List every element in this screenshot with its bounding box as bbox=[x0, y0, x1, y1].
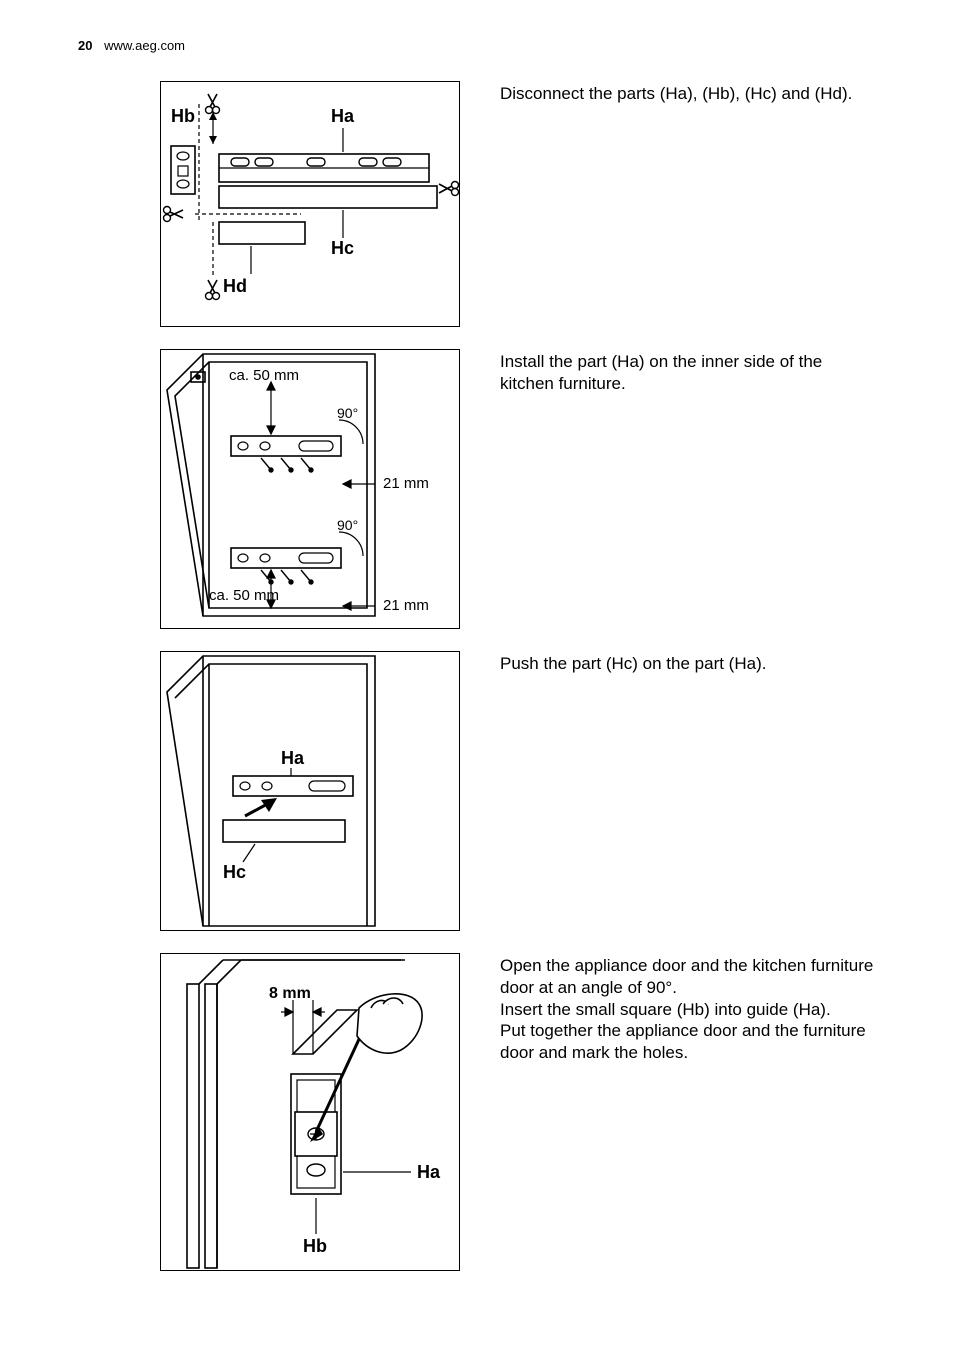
fig4-Hb: Hb bbox=[303, 1236, 327, 1256]
step-1: Hb Ha Hc Hd Disconnect the parts (Ha), (… bbox=[78, 81, 876, 327]
fig2-a90a: 90° bbox=[337, 405, 358, 421]
fig1-label-Hc: Hc bbox=[331, 238, 354, 258]
fig1-label-Hb: Hb bbox=[171, 106, 195, 126]
fig1-label-Ha: Ha bbox=[331, 106, 355, 126]
fig2-d50a: ca. 50 mm bbox=[229, 367, 299, 384]
fig4-d8: 8 mm bbox=[269, 985, 311, 1002]
step-3: Ha Hc Push the part (Hc) on the part (Ha… bbox=[78, 651, 876, 931]
fig2-d50b: ca. 50 mm bbox=[209, 587, 279, 604]
page-header: 20 www.aeg.com bbox=[78, 38, 876, 53]
fig2-d21b: 21 mm bbox=[383, 597, 429, 614]
fig4-Ha: Ha bbox=[417, 1162, 441, 1182]
step-4-text: Open the appliance door and the kitchen … bbox=[460, 953, 876, 1064]
figure-1: Hb Ha Hc Hd bbox=[160, 81, 460, 327]
fig3-Ha: Ha bbox=[281, 748, 305, 768]
step-2: ca. 50 mm 90° 21 mm 90° ca. 50 mm 21 mm … bbox=[78, 349, 876, 629]
header-url: www.aeg.com bbox=[104, 38, 185, 53]
figure-4: 8 mm Ha Hb bbox=[160, 953, 460, 1271]
page-number: 20 bbox=[78, 38, 92, 53]
step-2-text: Install the part (Ha) on the inner side … bbox=[460, 349, 876, 395]
fig2-d21a: 21 mm bbox=[383, 475, 429, 492]
figure-3: Ha Hc bbox=[160, 651, 460, 931]
step-1-text: Disconnect the parts (Ha), (Hb), (Hc) an… bbox=[460, 81, 876, 105]
fig2-a90b: 90° bbox=[337, 517, 358, 533]
figure-2: ca. 50 mm 90° 21 mm 90° ca. 50 mm 21 mm bbox=[160, 349, 460, 629]
fig3-Hc: Hc bbox=[223, 862, 246, 882]
step-4: 8 mm Ha Hb Open the appliance door and t… bbox=[78, 953, 876, 1271]
fig1-label-Hd: Hd bbox=[223, 276, 247, 296]
step-3-text: Push the part (Hc) on the part (Ha). bbox=[460, 651, 876, 675]
